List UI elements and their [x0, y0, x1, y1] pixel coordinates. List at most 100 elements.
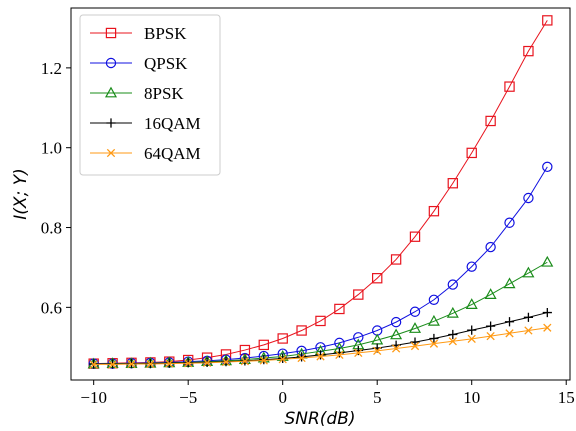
point-bpsk [428, 205, 440, 217]
point-bpsk [372, 273, 383, 284]
point-16qam [523, 312, 534, 322]
point-8psk [503, 277, 516, 289]
series-64qam [89, 323, 552, 369]
point-qpsk-shape [523, 192, 534, 204]
legend-label-16qam: 16QAM [144, 114, 201, 133]
point-bpsk [447, 178, 459, 189]
point-8psk-shape [390, 328, 403, 340]
point-16qam [467, 325, 477, 335]
point-bpsk-shape [315, 315, 326, 327]
point-bpsk-shape [390, 254, 402, 265]
legend-swatch-marker [105, 27, 117, 39]
point-64qam-shape [240, 357, 250, 366]
point-16qam [448, 329, 458, 340]
legend-label-8psk: 8PSK [144, 84, 184, 103]
y-axis-label: I(X; Y) [11, 168, 31, 219]
point-qpsk [542, 161, 553, 173]
point-qpsk-shape [409, 306, 421, 317]
point-64qam-shape [524, 326, 533, 335]
point-64qam-shape [429, 339, 439, 348]
point-bpsk-shape [372, 273, 383, 284]
y-axis: 0.6 0.8 1.0 1.2 [41, 59, 71, 317]
point-bpsk-shape [485, 115, 496, 127]
point-8psk-shape [503, 277, 516, 289]
point-64qam [89, 360, 98, 369]
point-bpsk [258, 339, 269, 351]
point-bpsk-shape [542, 15, 553, 26]
point-16qam [410, 337, 420, 347]
point-16qam-shape [334, 348, 345, 358]
point-64qam [127, 359, 136, 369]
point-64qam [184, 359, 193, 368]
point-8psk [408, 322, 422, 333]
point-16qam-shape [486, 321, 496, 331]
point-64qam-shape [467, 334, 476, 344]
legend-swatch-marker [104, 86, 118, 98]
point-64qam-shape [108, 360, 117, 369]
point-64qam-shape [221, 357, 231, 367]
point-16qam-shape [296, 352, 307, 362]
point-qpsk [428, 294, 440, 305]
legend-swatch-marker-shape [106, 118, 116, 128]
point-64qam [467, 334, 476, 344]
point-bpsk [504, 81, 515, 92]
point-16qam [504, 317, 515, 327]
point-8psk-shape [408, 322, 422, 333]
x-tick-label: 0 [278, 388, 287, 407]
x-tick-label: −10 [80, 388, 107, 407]
point-64qam-shape [165, 359, 174, 368]
point-64qam-shape [448, 337, 457, 346]
x-tick-label: −5 [179, 388, 197, 407]
legend-swatch-marker-shape [104, 86, 118, 98]
point-64qam-shape [335, 350, 344, 359]
point-16qam [542, 307, 552, 318]
legend-box [79, 14, 221, 176]
legend-swatch-marker-shape [106, 148, 116, 158]
point-64qam-shape [146, 359, 155, 369]
point-16qam-shape [315, 350, 326, 360]
point-64qam-shape [486, 331, 495, 341]
point-bpsk-shape [447, 178, 459, 189]
point-64qam [524, 326, 533, 335]
point-64qam [429, 339, 439, 348]
point-qpsk-shape [447, 279, 459, 290]
point-64qam [543, 323, 552, 332]
point-bpsk [390, 254, 402, 265]
point-bpsk-shape [258, 339, 269, 351]
point-bpsk-shape [277, 333, 288, 344]
point-64qam [486, 331, 495, 341]
point-bpsk [466, 147, 477, 159]
point-16qam-shape [429, 333, 439, 344]
series-layer [87, 15, 554, 369]
point-bpsk [523, 45, 534, 57]
point-64qam [240, 357, 250, 366]
point-64qam-shape [297, 353, 306, 363]
point-8psk [522, 266, 535, 278]
point-64qam-shape [202, 358, 212, 367]
point-64qam [505, 329, 514, 338]
point-bpsk [353, 289, 364, 300]
point-64qam-shape [354, 348, 363, 357]
point-64qam-shape [184, 359, 193, 368]
point-64qam [316, 352, 325, 361]
point-64qam [108, 360, 117, 369]
point-64qam [146, 359, 155, 369]
point-16qam-shape [410, 337, 420, 347]
point-64qam-shape [543, 323, 552, 332]
point-16qam [334, 348, 345, 358]
x-tick-label: 5 [373, 388, 382, 407]
point-bpsk-shape [466, 147, 477, 159]
y-tick-label: 0.8 [41, 219, 62, 238]
point-64qam-shape [89, 360, 98, 369]
point-bpsk-shape [428, 205, 440, 217]
point-64qam [202, 358, 212, 367]
point-bpsk-shape [334, 303, 345, 315]
legend-entry-qpsk: QPSK [90, 54, 188, 73]
point-bpsk [296, 325, 307, 336]
point-qpsk [523, 192, 534, 204]
point-8psk [427, 314, 440, 326]
point-qpsk [504, 217, 515, 228]
point-bpsk [334, 303, 345, 315]
point-16qam-shape [523, 312, 534, 322]
